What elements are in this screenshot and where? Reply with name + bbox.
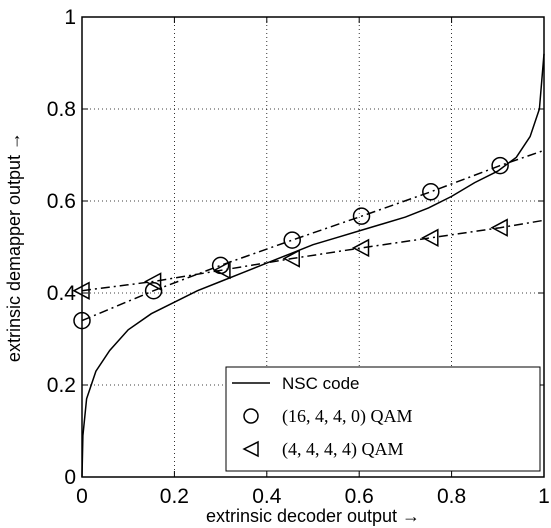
y-tick-label: 0.2 [47,374,76,397]
legend-label-16qam: (16, 4, 4, 0) QAM [282,406,413,427]
legend-item-4qam: (4, 4, 4, 4) QAM [242,439,404,460]
legend-box [225,366,541,472]
series-line [81,53,545,478]
x-axis-label: extrinsic decoder output → [206,506,420,526]
legend-label-4qam: (4, 4, 4, 4) QAM [282,439,404,460]
data-point-circle [422,183,440,201]
y-tick-label: 0.6 [47,190,76,213]
data-point-triangle [490,218,508,237]
legend-item-16qam: (16, 4, 4, 0) QAM [243,406,413,427]
y-tick-label: 1 [64,6,76,29]
x-tick-label: 0 [76,485,88,508]
data-point-triangle [144,272,162,291]
tick-labels: 0 0.2 0.4 0.6 0.8 1 0 0.2 0.4 0.6 0.8 1 [47,6,550,508]
grid-lines [82,17,544,477]
data-point-circle [352,207,371,225]
y-tick-label: 0.8 [47,98,76,121]
x-tick-label: 0.2 [160,485,189,508]
plot-frame [81,16,545,478]
y-axis-label: extrinsic demapper output → [4,132,24,362]
data-point-circle [283,231,301,249]
x-tick-label: 0.6 [345,485,374,508]
data-point-circle [491,156,509,175]
y-tick-label: 0.4 [47,282,77,305]
data-point-triangle [282,249,300,268]
series-layer [72,53,545,478]
x-tick-label: 1 [538,485,550,508]
ticks [81,16,545,478]
legend-item-nsc: NSC code [232,374,359,393]
y-tick-label: 0 [64,466,76,489]
legend-label-nsc: NSC code [282,374,359,393]
x-tick-label: 0.4 [252,485,282,508]
legend-marker-triangle-icon [242,440,259,458]
data-point-triangle [351,238,370,258]
series-line [81,149,545,322]
legend-marker-circle-icon [243,408,259,424]
data-point-triangle [421,228,439,248]
x-tick-label: 0.8 [437,485,466,508]
data-point-triangle [213,260,231,280]
legend: NSC code (16, 4, 4, 0) QAM (4, 4, 4, 4) … [225,366,541,472]
data-point-circle [144,281,163,300]
series-line [81,219,545,292]
